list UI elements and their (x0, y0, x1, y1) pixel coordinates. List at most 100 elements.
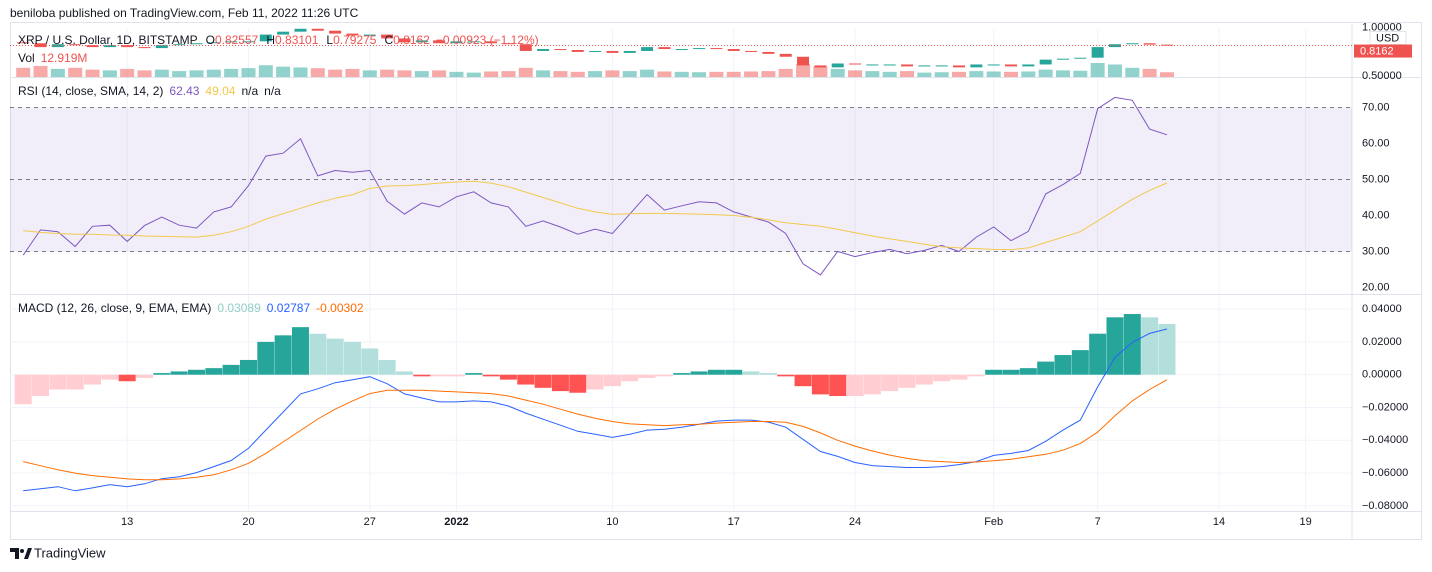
histogram-bar (898, 374, 916, 388)
x-tick-label: 2022 (444, 516, 468, 528)
histogram-bar (465, 373, 483, 375)
volume-bar (414, 71, 429, 77)
volume-bar (380, 69, 395, 77)
histogram-bar (1071, 350, 1089, 375)
candle (259, 34, 272, 42)
volume-bar (605, 70, 620, 77)
histogram-bar (1106, 317, 1124, 375)
rsi-line (22, 96, 1168, 276)
candle (953, 65, 966, 68)
candle (519, 44, 532, 51)
volume-bar (796, 64, 811, 77)
candle (814, 65, 827, 68)
legend-value: L (326, 33, 333, 47)
histogram-bar (759, 373, 777, 375)
histogram-bar (274, 335, 292, 375)
candle (883, 64, 896, 66)
legend-value: 0.79275 (333, 33, 377, 47)
macd-line (23, 379, 1168, 481)
last-price-label: 0.8162 (1360, 45, 1394, 57)
rsi-line (23, 180, 1168, 251)
histogram-bar (967, 374, 985, 377)
y-tick-label: 70.00 (1362, 101, 1390, 113)
symbol: XRP / U.S. Dollar, 1D, BITSTAMP (18, 33, 198, 47)
histogram-bar (517, 374, 535, 385)
histogram-bar (222, 364, 240, 375)
volume-bar (16, 67, 31, 77)
indicator-title: MACD (12, 26, close, 9, EMA, EMA) (18, 301, 211, 315)
candle (155, 45, 168, 49)
candle (225, 41, 238, 43)
legend-value: H (266, 33, 275, 47)
volume-bar (224, 68, 239, 77)
y-tick-label: −0.06000 (1362, 467, 1408, 479)
x-tick-label: 27 (364, 516, 376, 528)
volume-bar (709, 71, 724, 77)
last-price-box (1354, 44, 1412, 58)
candle (433, 40, 446, 44)
histogram-bar (690, 371, 708, 375)
volume-bar (1090, 63, 1105, 77)
legend-value: 62.43 (169, 84, 199, 98)
volume-bar (570, 71, 585, 77)
histogram-bar (395, 371, 413, 375)
candle (1057, 58, 1069, 60)
y-tick-label: 0.00000 (1362, 369, 1402, 381)
candle (1091, 47, 1104, 58)
histogram-bar (655, 374, 673, 377)
candle (277, 31, 290, 35)
candle (623, 50, 636, 53)
x-tick-label: Feb (984, 516, 1003, 528)
histogram-bar (742, 371, 760, 375)
candle (866, 64, 879, 66)
histogram-bar (32, 374, 50, 397)
volume-bar (501, 71, 516, 77)
volume-bar (1073, 70, 1088, 77)
x-tick-label: 13 (121, 516, 133, 528)
x-tick-label: 14 (1213, 516, 1225, 528)
candle (693, 48, 706, 50)
histogram-bar (413, 374, 431, 377)
histogram-bar (84, 374, 102, 385)
volume-bar (1038, 69, 1053, 77)
x-tick-label: 20 (242, 516, 254, 528)
publish-header: beniloba published on TradingView.com, F… (10, 6, 359, 20)
volume-bar (536, 70, 551, 77)
volume-bar (744, 71, 759, 77)
volume-bar (986, 71, 1001, 77)
volume-bar (345, 68, 360, 77)
volume-bar (1142, 68, 1157, 77)
volume-bar (830, 68, 845, 77)
histogram-bar (361, 348, 379, 375)
candle (901, 64, 914, 67)
histogram-bar (205, 368, 223, 375)
candle (329, 30, 342, 34)
histogram-bar (343, 341, 361, 375)
histogram-bar (846, 374, 864, 397)
histogram-bar (291, 327, 309, 375)
histogram-bar (586, 374, 604, 390)
candle (485, 41, 498, 44)
histogram-bar (638, 374, 656, 378)
histogram-bar (603, 374, 621, 387)
volume-bar (726, 71, 741, 77)
histogram-bar (725, 369, 743, 375)
histogram-bar (257, 341, 275, 375)
candle (311, 28, 324, 31)
rsi-legend: RSI (14, close, SMA, 14, 2) 62.43 49.04 n/a… (18, 84, 281, 98)
volume-bar (50, 68, 65, 77)
volume-bar (85, 69, 100, 77)
histogram-bar (1123, 314, 1141, 375)
tv-logo (10, 548, 32, 559)
candle (1126, 43, 1139, 45)
y-tick-label: 30.00 (1362, 245, 1390, 257)
volume-bar (241, 68, 256, 77)
legend-value: 12.919M (41, 51, 88, 65)
currency-label: USD (1376, 32, 1399, 44)
histogram-bar (1089, 333, 1107, 375)
volume-bar (328, 69, 343, 77)
volume-bar (68, 67, 83, 77)
candle (537, 49, 550, 51)
candle (69, 44, 82, 46)
candle (398, 38, 411, 43)
